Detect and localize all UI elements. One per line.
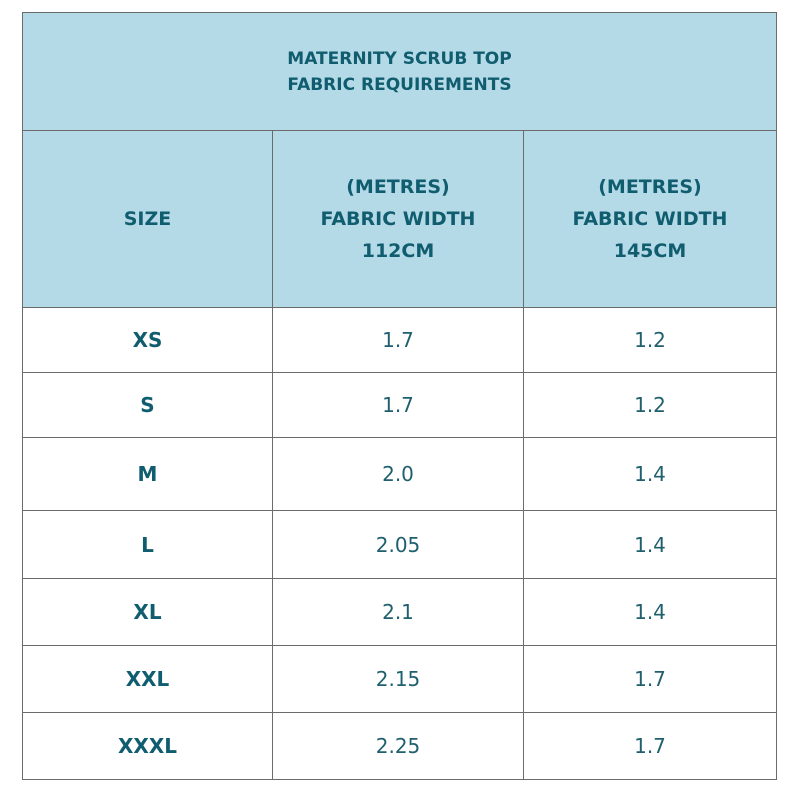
cell-text: 1.7 — [382, 328, 414, 352]
cell-text: 2.05 — [375, 532, 421, 557]
cell-text: 2.25 — [375, 734, 421, 758]
value-cell: 1.2 — [523, 307, 777, 373]
cell-text: 1.4 — [634, 532, 666, 557]
cell-text: XXXL — [117, 734, 177, 758]
value-cell: 1.7 — [272, 307, 524, 373]
value-cell: 1.4 — [523, 510, 777, 579]
cell-text: 2.0 — [382, 462, 414, 486]
cell-text: XL — [133, 600, 162, 624]
value-cell: 1.4 — [523, 578, 777, 646]
header-line: 112CM — [361, 240, 435, 262]
size-cell: M — [22, 437, 273, 511]
cell-text: 2.1 — [382, 600, 414, 624]
value-cell: 2.25 — [272, 712, 524, 780]
cell-text: S — [140, 393, 155, 417]
value-cell: 1.4 — [523, 437, 777, 511]
size-cell: XXL — [22, 645, 273, 713]
header-line: SIZE — [123, 208, 172, 230]
header-line: (METRES) — [598, 176, 702, 198]
value-cell: 2.05 — [272, 510, 524, 579]
header-line: FABRIC WIDTH — [572, 208, 728, 230]
value-cell: 1.7 — [523, 712, 777, 780]
value-cell: 1.7 — [272, 372, 524, 438]
value-cell: 2.1 — [272, 578, 524, 646]
cell-text: 1.4 — [634, 600, 666, 624]
size-cell: XS — [22, 307, 273, 373]
value-cell: 1.7 — [523, 645, 777, 713]
value-cell: 2.15 — [272, 645, 524, 713]
cell-text: 1.7 — [634, 734, 666, 758]
cell-text: 1.7 — [634, 667, 666, 691]
size-cell: L — [22, 510, 273, 579]
value-cell: 2.0 — [272, 437, 524, 511]
title-line: FABRIC REQUIREMENTS — [287, 74, 512, 95]
cell-text: 1.7 — [382, 393, 414, 417]
column-header: (METRES) FABRIC WIDTH 145CM — [523, 130, 777, 308]
cell-text: M — [137, 462, 158, 486]
cell-text: XS — [132, 328, 163, 352]
column-header: (METRES) FABRIC WIDTH 112CM — [272, 130, 524, 308]
title-cell: MATERNITY SCRUB TOP FABRIC REQUIREMENTS — [22, 12, 777, 131]
header-line: FABRIC WIDTH — [320, 208, 476, 230]
title-line: MATERNITY SCRUB TOP — [287, 48, 512, 69]
cell-text: 2.15 — [375, 667, 421, 691]
size-cell: XXXL — [22, 712, 273, 780]
size-cell: S — [22, 372, 273, 438]
header-line: (METRES) — [346, 176, 450, 198]
size-cell: XL — [22, 578, 273, 646]
value-cell: 1.2 — [523, 372, 777, 438]
cell-text: L — [141, 532, 154, 557]
cell-text: 1.2 — [634, 328, 666, 352]
cell-text: 1.4 — [634, 462, 666, 486]
cell-text: 1.2 — [634, 393, 666, 417]
cell-text: XXL — [125, 667, 170, 691]
header-line: 145CM — [613, 240, 687, 262]
column-header: SIZE — [22, 130, 273, 308]
